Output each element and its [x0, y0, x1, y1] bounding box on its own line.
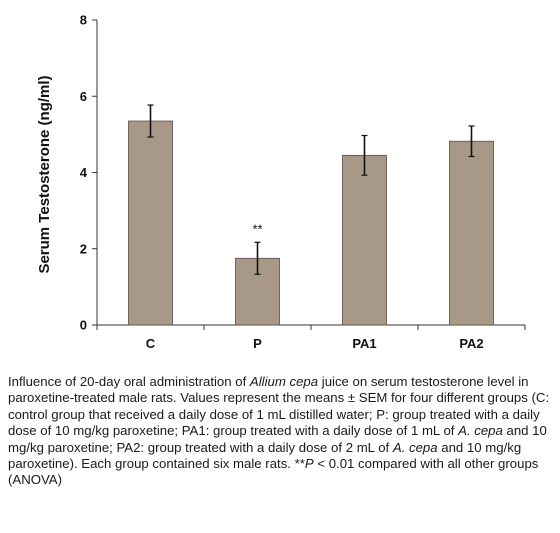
significance-annotation: **	[252, 221, 262, 236]
caption-text: Influence of 20-day oral administration …	[8, 374, 250, 389]
y-tick-label: 2	[80, 241, 87, 256]
bar-chart: 0 2 4 6 8 C P PA1 PA2 ** Serum Testosterone (ng…	[36, 13, 526, 351]
caption-text: < 0.01 compared with all other groups (A…	[8, 456, 539, 488]
caption-text: juice on serum testosterone level in par…	[8, 374, 550, 439]
x-tick-label: PA1	[352, 336, 376, 351]
x-tick-label: PA2	[459, 336, 483, 351]
y-axis: 0 2 4 6 8	[80, 13, 98, 333]
y-tick-label: 0	[80, 318, 87, 333]
caption-text: and 10 mg/kg paroxetine; PA2: group trea…	[8, 423, 547, 455]
y-axis-title: Serum Testosterone (ng/ml)	[36, 75, 53, 273]
y-tick-label: 4	[80, 165, 88, 180]
y-tick-label: 8	[80, 13, 87, 28]
bar-PA2	[449, 140, 494, 326]
caption-text: and 10 mg/kg paroxetine). Each group con…	[8, 439, 522, 472]
caption-species: Allium cepa	[249, 374, 319, 389]
x-tick-label: C	[146, 336, 156, 351]
x-tick-label: P	[253, 336, 262, 351]
caption-species: A. cepa	[458, 423, 503, 439]
bars: **	[128, 104, 494, 326]
bar-PA1	[342, 154, 387, 326]
caption-p-symbol: P	[304, 456, 314, 472]
figure-caption: Influence of 20-day oral administration …	[8, 374, 552, 489]
x-axis: C P PA1 PA2	[96, 324, 526, 351]
y-tick-label: 6	[80, 89, 87, 104]
caption-species: A. cepa	[392, 439, 438, 455]
bar-C	[128, 120, 173, 326]
